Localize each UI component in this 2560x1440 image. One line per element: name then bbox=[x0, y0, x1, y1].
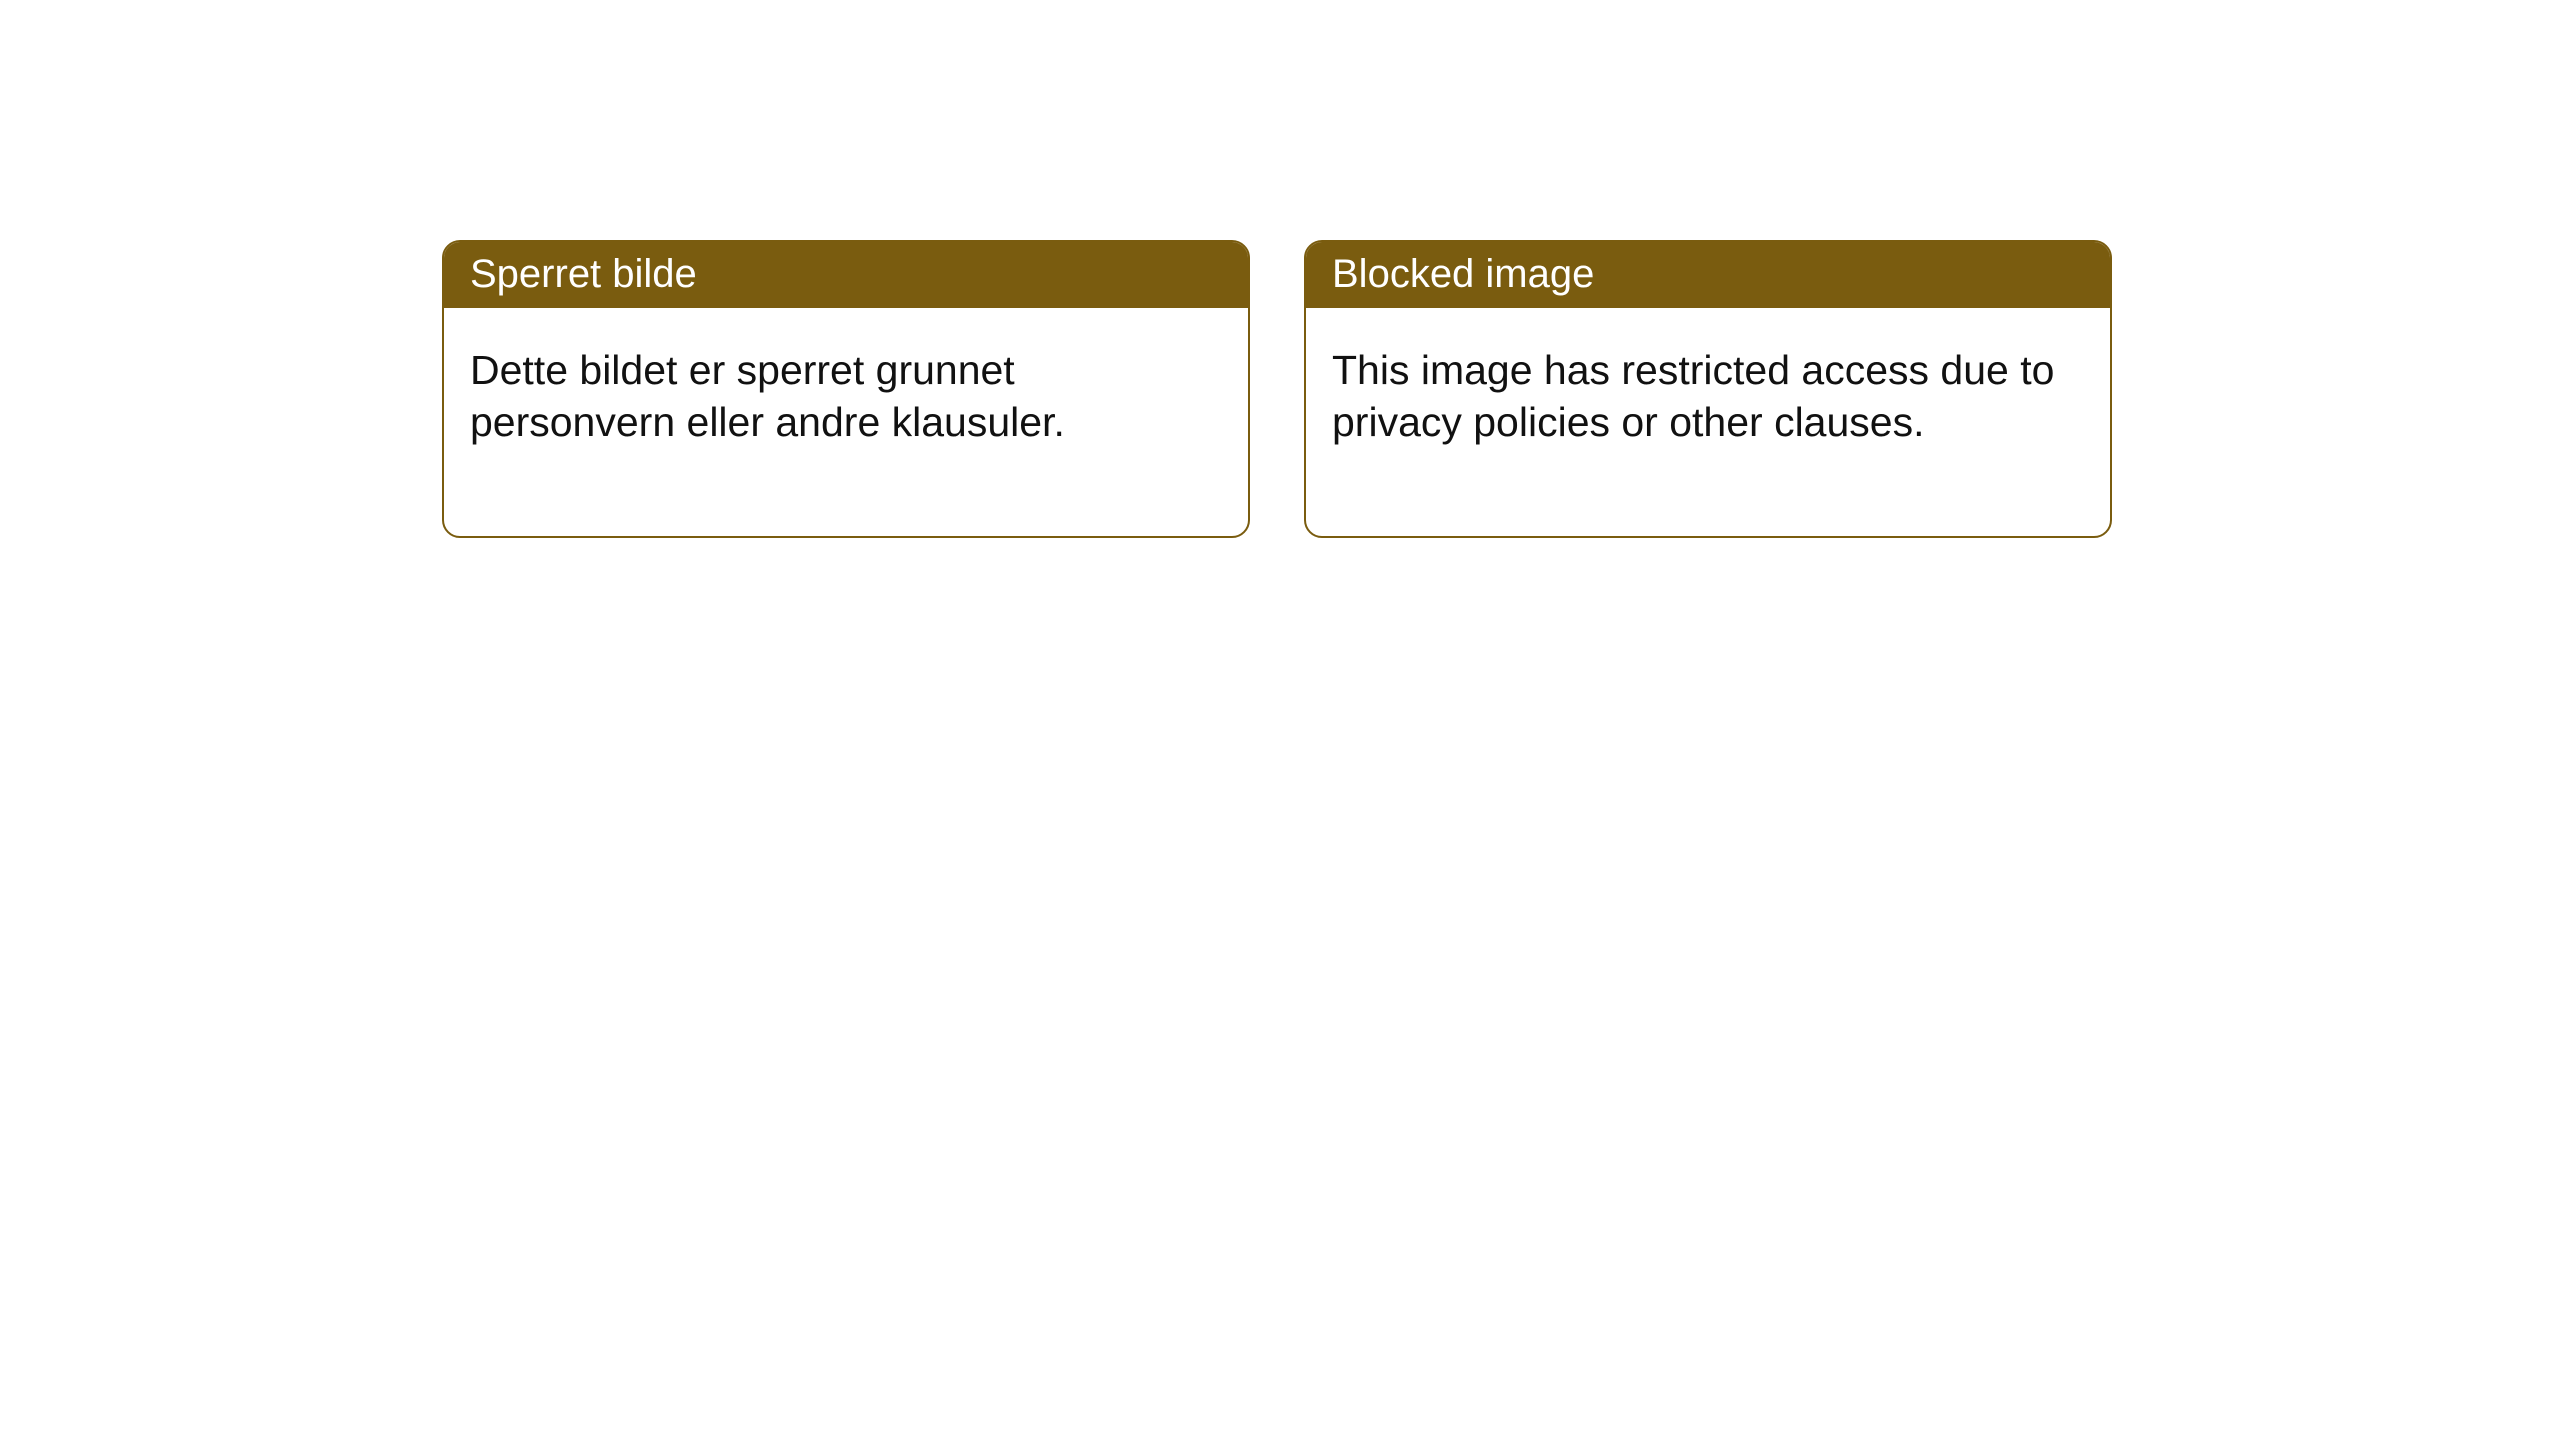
notice-body-no: Dette bildet er sperret grunnet personve… bbox=[444, 308, 1248, 536]
notice-container: Sperret bilde Dette bildet er sperret gr… bbox=[0, 0, 2560, 538]
notice-card-no: Sperret bilde Dette bildet er sperret gr… bbox=[442, 240, 1250, 538]
notice-title-en: Blocked image bbox=[1306, 242, 2110, 308]
notice-title-no: Sperret bilde bbox=[444, 242, 1248, 308]
notice-body-en: This image has restricted access due to … bbox=[1306, 308, 2110, 536]
notice-card-en: Blocked image This image has restricted … bbox=[1304, 240, 2112, 538]
